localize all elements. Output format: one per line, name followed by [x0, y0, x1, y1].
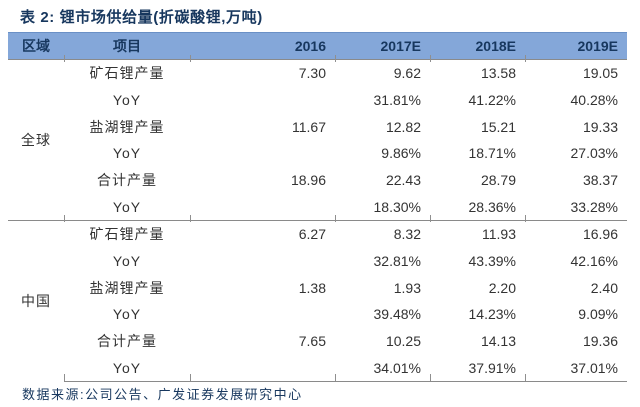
- value-cell: 41.22%: [468, 91, 516, 108]
- table-row: YoY 9.86% 18.71% 27.03%: [8, 140, 627, 167]
- item-label: 矿石锂产量: [89, 65, 165, 82]
- supply-table: 区域 项目 2016 2017E 2018E 2019E 全球 矿石锂产量 7.…: [8, 32, 627, 382]
- column-divider-tick: [335, 55, 336, 62]
- value-cell: 19.36: [582, 332, 618, 349]
- value-cell: 12.82: [385, 118, 421, 135]
- item-label: YoY: [64, 354, 190, 382]
- column-divider-tick: [430, 55, 431, 62]
- value-cell: 28.36%: [468, 198, 516, 215]
- column-divider-tick: [430, 215, 431, 222]
- table-row: YoY 18.30% 28.36% 33.28%: [8, 193, 627, 220]
- value-cell: [190, 354, 335, 382]
- value-cell: 34.01%: [335, 354, 430, 382]
- item-label: 盐湖锂产量: [89, 279, 165, 296]
- column-divider-tick: [430, 374, 431, 381]
- value-cell: [190, 140, 335, 167]
- column-divider-tick: [525, 55, 526, 62]
- value-cell: 9.62: [393, 65, 421, 82]
- table-row: 全球 矿石锂产量 7.30 9.62 13.58 19.05: [8, 60, 627, 148]
- value-cell: 40.28%: [570, 91, 618, 108]
- column-divider-tick: [64, 374, 65, 381]
- value-cell: [190, 248, 335, 275]
- region-label-china: 中国: [8, 219, 64, 382]
- value-cell: 11.93: [430, 219, 525, 248]
- value-cell: 11.67: [292, 118, 326, 135]
- table-row: YoY 34.01% 37.91% 37.01%: [8, 354, 627, 382]
- region-label-global: 全球: [21, 131, 51, 148]
- column-header-item: 项目: [64, 32, 190, 60]
- value-cell: 9.09%: [578, 306, 618, 323]
- value-cell: 7.65: [298, 332, 326, 349]
- value-cell: 6.27: [190, 219, 335, 248]
- value-cell: 43.39%: [468, 252, 516, 269]
- value-cell: 38.37: [582, 171, 618, 188]
- item-label: 盐湖锂产量: [89, 118, 165, 135]
- item-label: YoY: [112, 198, 142, 215]
- column-header-2019e: 2019E: [525, 32, 627, 60]
- value-cell: 39.48%: [373, 306, 421, 323]
- column-header-2016: 2016: [190, 32, 335, 60]
- column-header-2017e: 2017E: [335, 32, 430, 60]
- column-header-region: 区域: [8, 32, 64, 60]
- value-cell: 31.81%: [373, 91, 421, 108]
- value-cell: 8.32: [335, 219, 430, 248]
- table-row: 中国 矿石锂产量 6.27 8.32 11.93 16.96: [8, 219, 627, 382]
- table-row: 合计产量 18.96 22.43 28.79 38.37: [8, 167, 627, 194]
- value-cell: [190, 87, 335, 114]
- value-cell: 22.43: [385, 171, 421, 188]
- value-cell: 32.81%: [373, 252, 421, 269]
- value-cell: [190, 301, 335, 328]
- value-cell: 18.30%: [373, 198, 421, 215]
- header-row: 区域 项目 2016 2017E 2018E 2019E: [8, 32, 627, 60]
- column-divider-tick: [190, 55, 191, 62]
- value-cell: 10.25: [385, 332, 421, 349]
- column-divider-tick: [64, 215, 65, 222]
- value-cell: 37.91%: [430, 354, 525, 382]
- item-label: YoY: [112, 252, 142, 269]
- column-divider-tick: [64, 55, 65, 62]
- value-cell: 16.96: [525, 219, 627, 248]
- value-cell: 19.33: [582, 118, 618, 135]
- value-cell: 15.21: [480, 118, 516, 135]
- item-label: 合计产量: [97, 332, 157, 349]
- value-cell: 28.79: [480, 171, 516, 188]
- value-cell: 14.23%: [468, 306, 516, 323]
- item-label: 合计产量: [97, 171, 157, 188]
- value-cell: 18.96: [290, 171, 326, 188]
- value-cell: 33.28%: [570, 198, 618, 215]
- column-divider-tick: [525, 374, 526, 381]
- value-cell: [190, 193, 335, 220]
- value-cell: 9.86%: [381, 145, 421, 162]
- value-cell: 7.30: [298, 65, 326, 82]
- column-divider-tick: [190, 215, 191, 222]
- value-cell: 19.05: [582, 65, 618, 82]
- value-cell: 27.03%: [570, 145, 618, 162]
- value-cell: 1.93: [393, 279, 421, 296]
- item-label: YoY: [112, 91, 142, 108]
- value-cell: 13.58: [480, 65, 516, 82]
- column-divider-tick: [525, 215, 526, 222]
- data-source: 数据来源:公司公告、广发证券发展研究中心: [22, 387, 303, 402]
- value-cell: 14.13: [480, 332, 516, 349]
- value-cell: 2.40: [590, 279, 618, 296]
- table-row: 合计产量 7.65 10.25 14.13 19.36: [8, 328, 627, 355]
- item-label: YoY: [112, 306, 142, 323]
- value-cell: 37.01%: [525, 354, 627, 382]
- table-row: YoY 39.48% 14.23% 9.09%: [8, 301, 627, 328]
- table-row: YoY 32.81% 43.39% 42.16%: [8, 248, 627, 275]
- item-label: 矿石锂产量: [64, 219, 190, 248]
- value-cell: 1.38: [298, 279, 326, 296]
- column-divider-tick: [335, 215, 336, 222]
- table-row: 盐湖锂产量 1.38 1.93 2.20 2.40: [8, 274, 627, 301]
- value-cell: 2.20: [488, 279, 516, 296]
- table-title: 表 2: 锂市场供给量(折碳酸锂,万吨): [20, 9, 263, 26]
- item-label: YoY: [112, 145, 142, 162]
- column-divider-tick: [335, 374, 336, 381]
- column-header-2018e: 2018E: [430, 32, 525, 60]
- column-divider-tick: [190, 374, 191, 381]
- value-cell: 18.71%: [468, 145, 516, 162]
- table-row: 盐湖锂产量 11.67 12.82 15.21 19.33: [8, 113, 627, 140]
- value-cell: 42.16%: [570, 252, 618, 269]
- table-row: YoY 31.81% 41.22% 40.28%: [8, 87, 627, 114]
